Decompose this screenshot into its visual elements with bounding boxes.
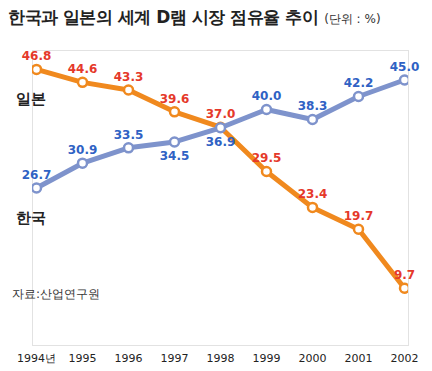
svg-text:38.3: 38.3 bbox=[298, 99, 328, 113]
html-text:한국과 일본의 세계 D램 시장 점유율 추이 (단위 :: 한국과 일본의 세계 D램 시장 점유율 추이 (단위 : %) bbox=[8, 7, 381, 27]
svg-text:일본: 일본 bbox=[16, 90, 46, 108]
svg-text:36.9: 36.9 bbox=[206, 135, 236, 149]
html-text:자료:산업연구원: 자료:산업연구원 bbox=[12, 287, 100, 301]
svg-text:2002: 2002 bbox=[391, 352, 419, 365]
svg-text:2001: 2001 bbox=[345, 352, 373, 365]
svg-text:26.7: 26.7 bbox=[22, 168, 52, 182]
svg-text:1996: 1996 bbox=[115, 352, 143, 365]
svg-text:37.0: 37.0 bbox=[206, 107, 236, 121]
svg-text:39.6: 39.6 bbox=[160, 92, 190, 106]
svg-text:29.5: 29.5 bbox=[252, 151, 282, 165]
svg-text:19.7: 19.7 bbox=[344, 209, 374, 223]
svg-text:40.0: 40.0 bbox=[252, 89, 282, 103]
svg-text:46.8: 46.8 bbox=[22, 49, 52, 63]
svg-text:한국: 한국 bbox=[16, 209, 46, 227]
svg-text:33.5: 33.5 bbox=[114, 128, 144, 142]
svg-text:43.3: 43.3 bbox=[114, 70, 144, 84]
svg-text:45.0: 45.0 bbox=[390, 60, 420, 74]
svg-text:23.4: 23.4 bbox=[298, 187, 328, 201]
svg-text:42.2: 42.2 bbox=[344, 76, 374, 90]
svg-text:2000: 2000 bbox=[299, 352, 327, 365]
svg-text:1995: 1995 bbox=[69, 352, 97, 365]
svg-text:1994년: 1994년 bbox=[17, 352, 56, 365]
svg-text:34.5: 34.5 bbox=[160, 149, 190, 163]
svg-text:44.6: 44.6 bbox=[68, 62, 98, 76]
svg-text:1997: 1997 bbox=[161, 352, 189, 365]
svg-text:30.9: 30.9 bbox=[68, 143, 98, 157]
svg-text:1998: 1998 bbox=[207, 352, 235, 365]
svg-text:1999: 1999 bbox=[253, 352, 281, 365]
svg-text:9.7: 9.7 bbox=[394, 268, 415, 282]
